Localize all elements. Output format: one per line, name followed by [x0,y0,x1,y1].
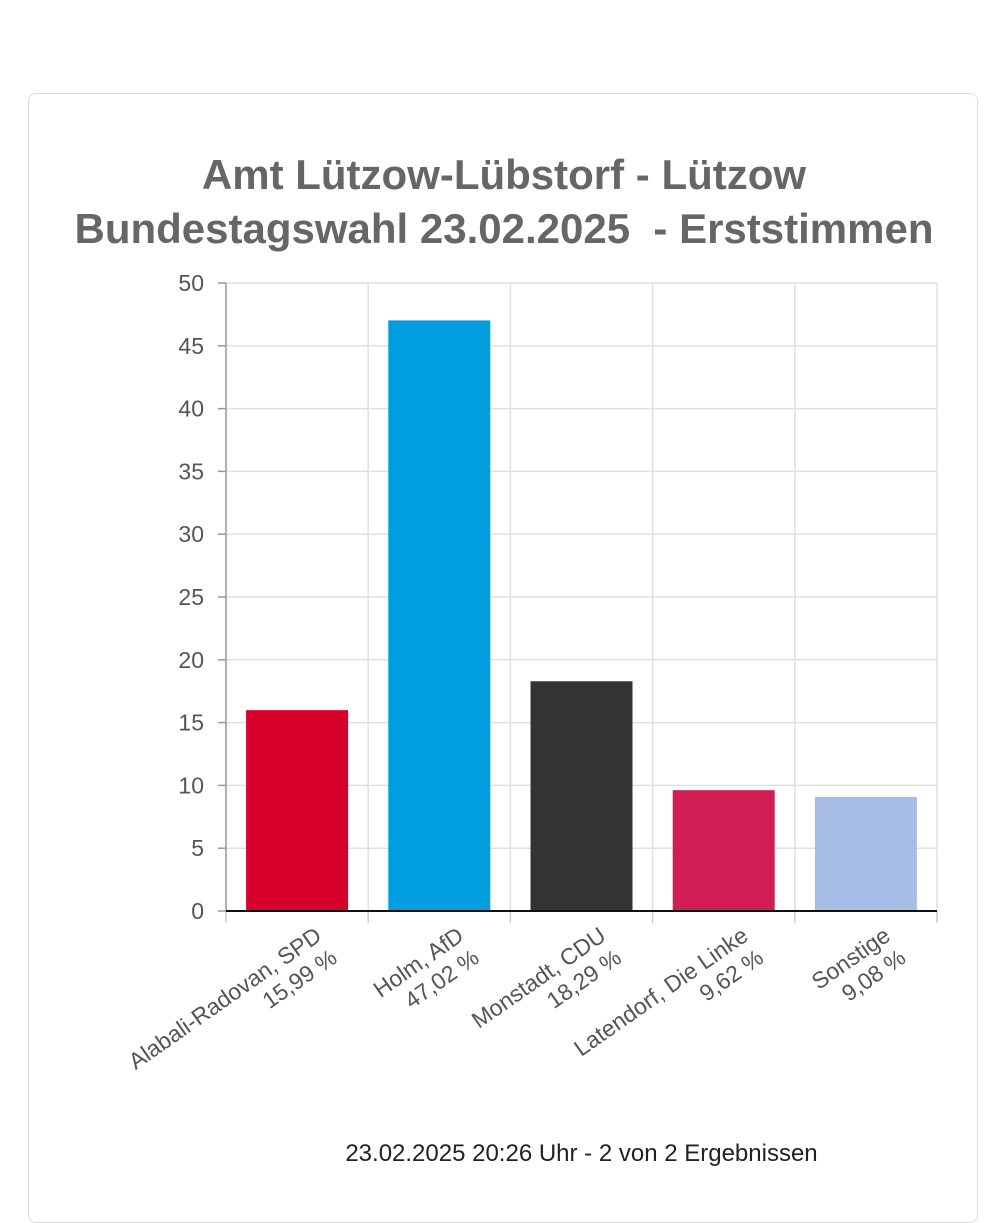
x-category-label: Sonstige9,08 % [807,922,911,1017]
y-axis-ticks: 0 5 10 15 20 25 30 35 40 45 50 [178,270,226,924]
x-axis-labels: Alabali-Radovan, SPD15,99 % Holm, AfD47,0… [124,922,911,1097]
y-tick-label: 35 [178,458,204,484]
y-tick-label: 10 [178,772,204,798]
bar[interactable] [814,796,917,911]
bar[interactable] [246,710,349,911]
chart-card [28,93,978,1223]
y-tick-label: 50 [178,270,204,296]
y-tick-label: 20 [178,647,204,673]
results-footer: 23.02.2025 20:26 Uhr - 2 von 2 Ergebniss… [345,1140,818,1167]
bar[interactable] [672,790,775,911]
chart-subtitle: Bundestagswahl 23.02.2025 - Erststimmen [74,205,934,252]
x-category-label: Alabali-Radovan, SPD15,99 % [124,922,342,1097]
chart-title: Amt Lützow-Lübstorf - Lützow [201,151,807,198]
y-tick-label: 40 [178,396,204,422]
bar[interactable] [530,681,633,911]
bar[interactable] [388,320,491,911]
bars [226,320,937,912]
y-tick-label: 0 [191,898,204,924]
y-tick-label: 45 [178,333,204,359]
x-category-name: Alabali-Radovan, SPD [124,922,326,1075]
y-tick-label: 30 [178,521,204,547]
x-category-label: Holm, AfD47,02 % [368,922,483,1025]
y-tick-label: 25 [178,584,204,610]
y-tick-label: 15 [178,710,204,736]
y-tick-label: 5 [191,835,204,861]
chart-title-block: Amt Lützow-Lübstorf - Lützow Bundestagsw… [0,148,1008,256]
